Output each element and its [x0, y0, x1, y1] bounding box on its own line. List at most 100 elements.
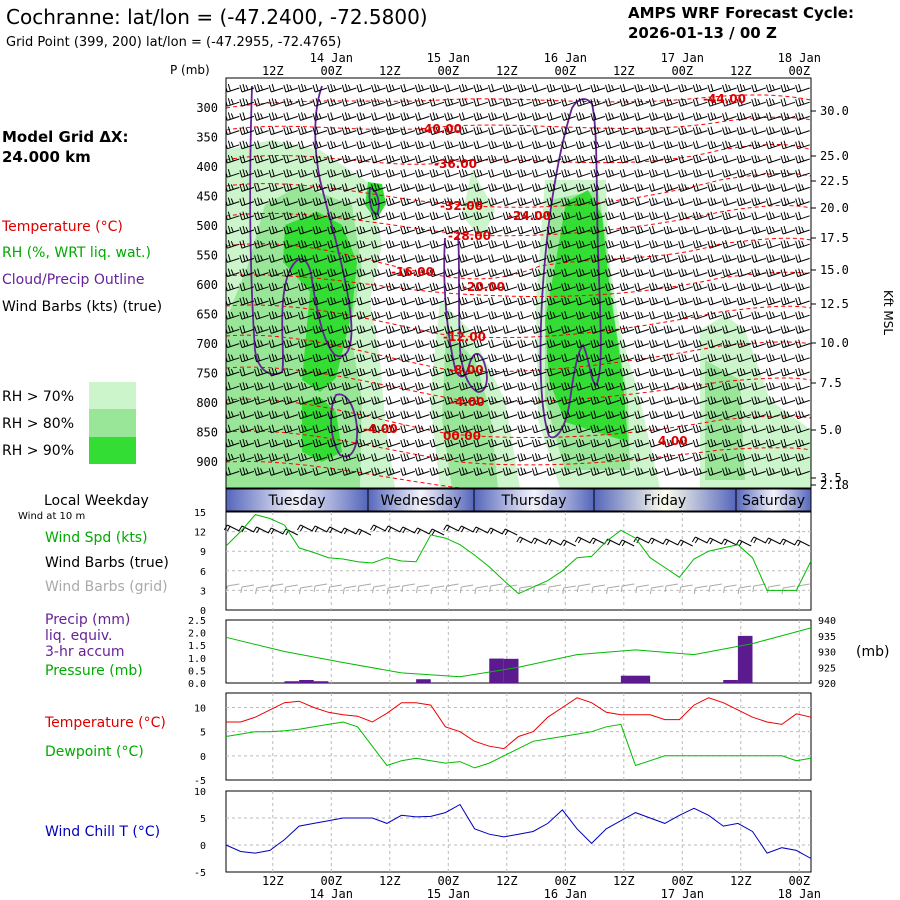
wind-barb [692, 98, 708, 107]
wind-barb [341, 296, 357, 306]
wind-barb [590, 339, 606, 349]
wind-barb [473, 453, 489, 462]
wind-barb [297, 282, 313, 292]
surface-wind-barb [370, 524, 386, 532]
windchill-panel: 10 5 0 -5 [194, 787, 812, 879]
wind-barb [297, 197, 313, 207]
wind-barb [678, 353, 693, 363]
wind-barb [268, 282, 284, 292]
wind-barb [429, 282, 445, 292]
wind-barb [634, 126, 649, 136]
precip-bar [723, 679, 738, 683]
wind-barb [444, 367, 459, 377]
wind-barb [356, 126, 372, 136]
wind-panel-grid [226, 512, 811, 610]
wind-barb [722, 211, 737, 221]
wind-barb [254, 396, 269, 405]
wind-barb [312, 467, 328, 476]
surface-wind-barb [297, 524, 313, 532]
pressure-tick-label: 350 [196, 131, 218, 145]
wind-barb [546, 254, 562, 263]
wind-barb [707, 154, 723, 164]
wind-barb [488, 83, 503, 93]
wind-barb [722, 83, 737, 93]
wind-barb [751, 282, 766, 292]
surface-wind-barb [779, 538, 796, 546]
wind-barb [356, 467, 372, 476]
wind-barb [239, 282, 255, 292]
wind-barb [385, 169, 401, 178]
surface-wind-barb [633, 536, 650, 544]
wind-barb [517, 154, 532, 164]
wind-barb [473, 268, 489, 278]
wind-barb [458, 211, 474, 221]
wind-barb [502, 424, 518, 434]
wind-barb [429, 453, 445, 462]
grid-wind-barb [255, 585, 269, 595]
wind-barb [517, 268, 532, 278]
wind-barb [546, 154, 562, 164]
wind-barb [795, 296, 810, 306]
wind-barb [780, 240, 796, 249]
height-tick-label: 25.0 [820, 149, 849, 163]
wind-barb [619, 211, 635, 221]
wind-barb [356, 211, 372, 221]
wind-barb [795, 438, 810, 448]
grid-wind-barb [386, 585, 401, 595]
wind-barb [663, 211, 679, 221]
wind-barb [458, 438, 474, 448]
y-tick-label: 930 [818, 648, 836, 659]
wind-barb [678, 382, 693, 391]
wind-barb [648, 325, 664, 334]
wind-barb [312, 396, 328, 405]
wind-barb [605, 382, 620, 391]
wind-barb [795, 254, 810, 263]
wind-barb [795, 424, 810, 434]
wind-barb [473, 353, 489, 363]
wind-barb [327, 183, 342, 192]
wind-barb [634, 169, 649, 178]
wind-barb [517, 410, 532, 420]
bottom-date-label: 17 Jan [661, 887, 704, 900]
surface-wind-barb [589, 537, 606, 545]
wind-barb [722, 382, 737, 391]
y-tick-label: 6 [200, 567, 206, 578]
wind-barb [429, 140, 445, 150]
wind-barb [546, 453, 562, 462]
wind-barb [619, 140, 635, 150]
wind-barb [751, 296, 766, 306]
grid-wind-barb [445, 583, 459, 593]
wind-barb [254, 112, 269, 121]
wind-barb [356, 296, 372, 306]
wind-barb [297, 126, 313, 136]
wind-barb [590, 169, 606, 178]
wind-barb [283, 424, 298, 434]
wind-barb [590, 382, 606, 391]
wind-barb [385, 367, 401, 377]
wind-barb [239, 396, 255, 405]
wind-barb [400, 311, 415, 320]
wind-barb [517, 98, 532, 107]
wind-barb [400, 268, 415, 278]
wind-barb [692, 112, 708, 121]
wind-barb [414, 311, 430, 320]
wind-barb [371, 296, 386, 306]
wind-barb [692, 225, 708, 235]
wind-barb [458, 367, 474, 377]
wind-barb [795, 240, 810, 249]
wind-barb [561, 367, 576, 377]
wind-barb [283, 211, 298, 221]
wind-barb [254, 325, 269, 334]
wind-barb [429, 410, 445, 420]
height-tick-label: 17.5 [820, 231, 849, 245]
wind-barb [634, 197, 649, 207]
wind-barb [531, 453, 547, 462]
wind-barb [663, 311, 679, 320]
wind-barb [254, 410, 269, 420]
wind-barb [722, 396, 737, 405]
wind-barb [327, 339, 342, 349]
wind-barb [400, 169, 415, 178]
wind-barb [590, 240, 606, 249]
wind-barb [678, 438, 693, 448]
